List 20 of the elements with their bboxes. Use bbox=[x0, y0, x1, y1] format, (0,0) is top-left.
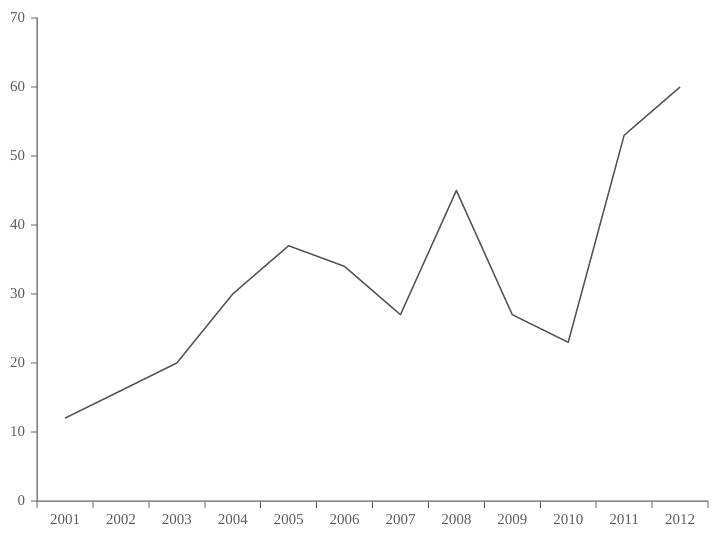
y-tick-label: 50 bbox=[10, 148, 25, 164]
x-tick-label: 2009 bbox=[497, 512, 528, 528]
y-tick-label: 30 bbox=[10, 286, 25, 302]
y-tick-label: 40 bbox=[10, 216, 25, 233]
x-tick-label: 2003 bbox=[162, 512, 192, 528]
y-tick-label: 10 bbox=[10, 424, 25, 440]
x-tick-label: 2012 bbox=[665, 512, 696, 528]
y-tick-label: 20 bbox=[10, 354, 25, 371]
x-tick-label: 2007 bbox=[385, 512, 416, 528]
x-tick-label: 2010 bbox=[553, 512, 584, 528]
x-tick-label: 2011 bbox=[609, 512, 639, 528]
y-tick-label: 0 bbox=[18, 492, 25, 509]
y-tick-label: 70 bbox=[10, 10, 25, 26]
x-tick-label: 2001 bbox=[50, 512, 80, 528]
x-tick-label: 2004 bbox=[218, 512, 248, 528]
x-tick-label: 2008 bbox=[441, 512, 472, 528]
x-tick-label: 2005 bbox=[274, 512, 304, 528]
x-tick-label: 2002 bbox=[106, 512, 136, 528]
x-tick-label: 2006 bbox=[330, 512, 360, 528]
y-tick-label: 60 bbox=[10, 78, 25, 95]
